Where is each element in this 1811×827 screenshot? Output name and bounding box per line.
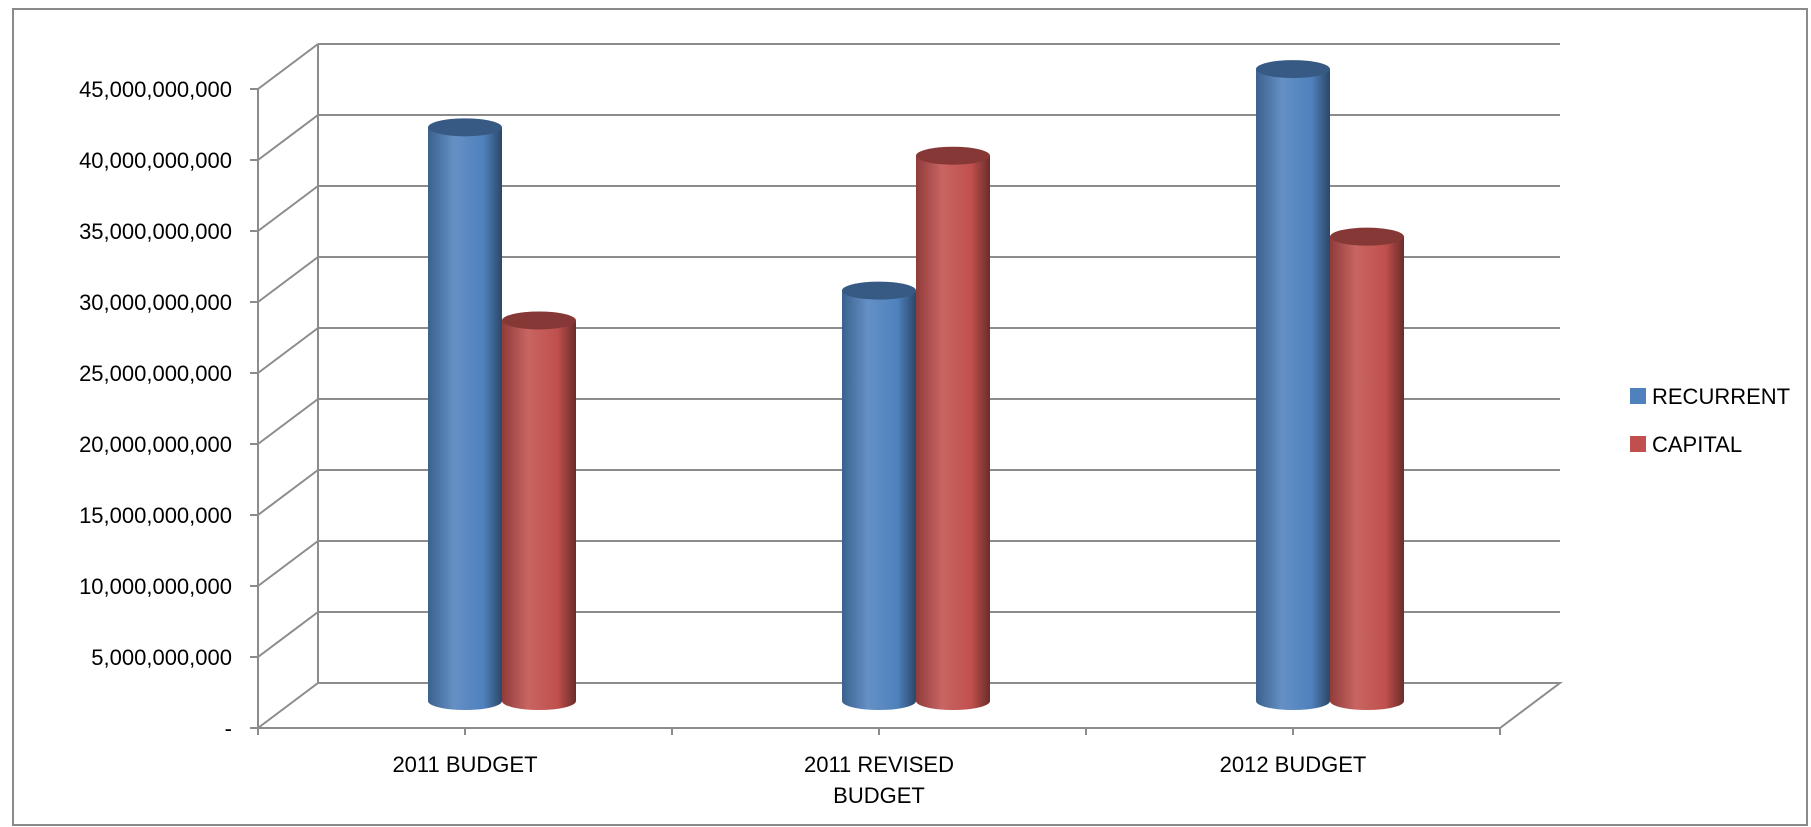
legend-swatch-recurrent [1630, 388, 1646, 404]
axes [250, 44, 1563, 735]
bar-recurrent-2 [842, 290, 916, 710]
gridline-diagonal [257, 327, 319, 374]
y-tick-label: 20,000,000,000 [79, 432, 232, 457]
y-tick-label: 30,000,000,000 [79, 290, 232, 315]
bar-top-capital-3 [1330, 227, 1404, 246]
legend-label-recurrent: RECURRENT [1652, 384, 1790, 409]
bar-top-recurrent-3 [1256, 60, 1330, 79]
gridline-diagonal [257, 611, 319, 658]
y-tick-label: 35,000,000,000 [79, 219, 232, 244]
gridline-diagonal [257, 540, 319, 587]
y-tick-label: 40,000,000,000 [79, 148, 232, 173]
y-tick-label: 10,000,000,000 [79, 574, 232, 599]
bar-top-capital-2 [916, 146, 990, 165]
x-category-label: 2012 BUDGET [1220, 752, 1367, 777]
gridline-diagonal [257, 185, 319, 232]
x-category-label: 2011 REVISED BUDGET [804, 752, 954, 808]
bar-top-recurrent-1 [428, 118, 502, 137]
gridline-diagonal [257, 256, 319, 303]
bar-recurrent-1 [428, 127, 502, 710]
gridline-diagonal [257, 114, 319, 161]
bar-top-capital-1 [502, 311, 576, 330]
legend: RECURRENT CAPITAL [1630, 384, 1790, 457]
gridline-diagonal [257, 43, 319, 90]
bar-capital-3 [1330, 236, 1404, 710]
y-tick-label: 45,000,000,000 [79, 77, 232, 102]
y-tick-label: 25,000,000,000 [79, 361, 232, 386]
bars [428, 60, 1404, 711]
bar-capital-2 [916, 155, 990, 711]
legend-swatch-capital [1630, 436, 1646, 452]
y-tick-label: 5,000,000,000 [91, 645, 232, 670]
y-tick-label: - [225, 716, 232, 741]
gridline-diagonal [257, 398, 319, 445]
gridline-diagonal [257, 469, 319, 516]
legend-label-capital: CAPITAL [1652, 432, 1742, 457]
y-axis-tick-labels: - 5,000,000,000 10,000,000,000 15,000,000,0… [79, 77, 232, 741]
y-tick-label: 15,000,000,000 [79, 503, 232, 528]
bar-capital-1 [502, 320, 576, 710]
bar-recurrent-3 [1256, 69, 1330, 711]
bar-top-recurrent-2 [842, 281, 916, 300]
x-category-label: 2011 BUDGET [392, 752, 537, 777]
x-axis-category-labels: 2011 BUDGET 2011 REVISED BUDGET 2012 BUDGET [392, 752, 1366, 808]
